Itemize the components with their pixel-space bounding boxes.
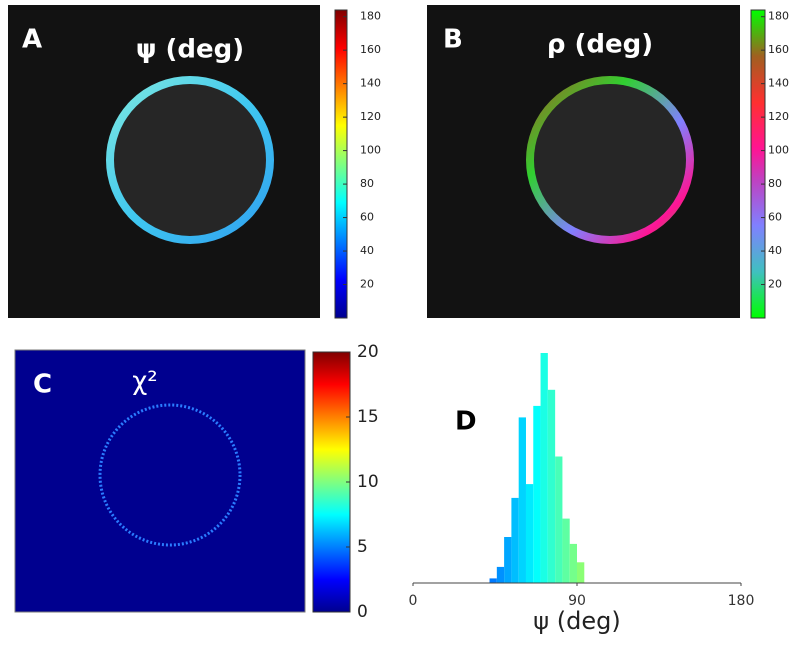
cell <box>114 84 266 236</box>
colorbar-tick-label: 180 <box>360 10 381 23</box>
colorbar-tick-label: 80 <box>360 177 374 190</box>
bar <box>504 537 512 583</box>
colorbar-tick-label: 140 <box>360 77 381 90</box>
ring <box>106 76 274 244</box>
x-tick-label: 0 <box>409 593 418 609</box>
x-axis-label: ψ (deg) <box>533 607 620 635</box>
colorbar-tick-label: 20 <box>360 278 374 291</box>
colorbar-tick-label: 0 <box>357 602 368 622</box>
colorbar-tick-label: 60 <box>768 211 782 224</box>
colorbar-tick-label: 40 <box>360 244 374 257</box>
bar <box>577 562 585 583</box>
panel-label: D <box>455 407 477 437</box>
colorbar <box>750 9 766 319</box>
colorbar-tick-label: 120 <box>768 110 789 123</box>
image <box>14 349 306 613</box>
colorbar <box>334 9 348 319</box>
panel-label: C <box>33 370 52 400</box>
colorbar <box>312 351 351 613</box>
colorbar-tick-label: 180 <box>768 10 789 23</box>
panel-title: ρ (deg) <box>547 30 653 60</box>
colorbar-tick-label: 100 <box>360 144 381 157</box>
colorbar-tick-label: 60 <box>360 211 374 224</box>
ring <box>98 403 242 547</box>
bar <box>533 405 541 583</box>
bar <box>525 484 534 583</box>
bar <box>547 389 556 583</box>
panel-title: χ² <box>132 367 157 397</box>
colorbar-tick-label: 20 <box>357 342 379 362</box>
bar <box>518 417 526 583</box>
colorbar-tick-label: 120 <box>360 110 381 123</box>
bar <box>540 353 548 583</box>
colorbar-tick-label: 80 <box>768 177 782 190</box>
bar <box>555 456 563 583</box>
cell <box>534 84 686 236</box>
panel-label: A <box>22 25 42 55</box>
colorbar-tick-label: 140 <box>768 77 789 90</box>
bar <box>496 566 505 583</box>
colorbar-tick-label: 20 <box>768 278 782 291</box>
panel-label: B <box>443 25 463 55</box>
x-tick-label: 180 <box>728 593 755 609</box>
x-tick-label: 90 <box>568 593 586 609</box>
colorbar-tick-label: 160 <box>360 43 381 56</box>
colorbar-tick-label: 40 <box>768 244 782 257</box>
panel-title: ψ (deg) <box>136 35 244 65</box>
bar <box>562 518 570 583</box>
bar <box>569 543 577 583</box>
colorbar-tick-label: 10 <box>357 472 379 492</box>
colorbar-tick-label: 15 <box>357 407 379 427</box>
colorbar-tick-label: 5 <box>357 537 368 557</box>
bar <box>511 497 519 583</box>
colorbar-tick-label: 100 <box>768 144 789 157</box>
colorbar-tick-label: 160 <box>768 43 789 56</box>
ring <box>526 76 694 244</box>
bar <box>489 578 497 583</box>
